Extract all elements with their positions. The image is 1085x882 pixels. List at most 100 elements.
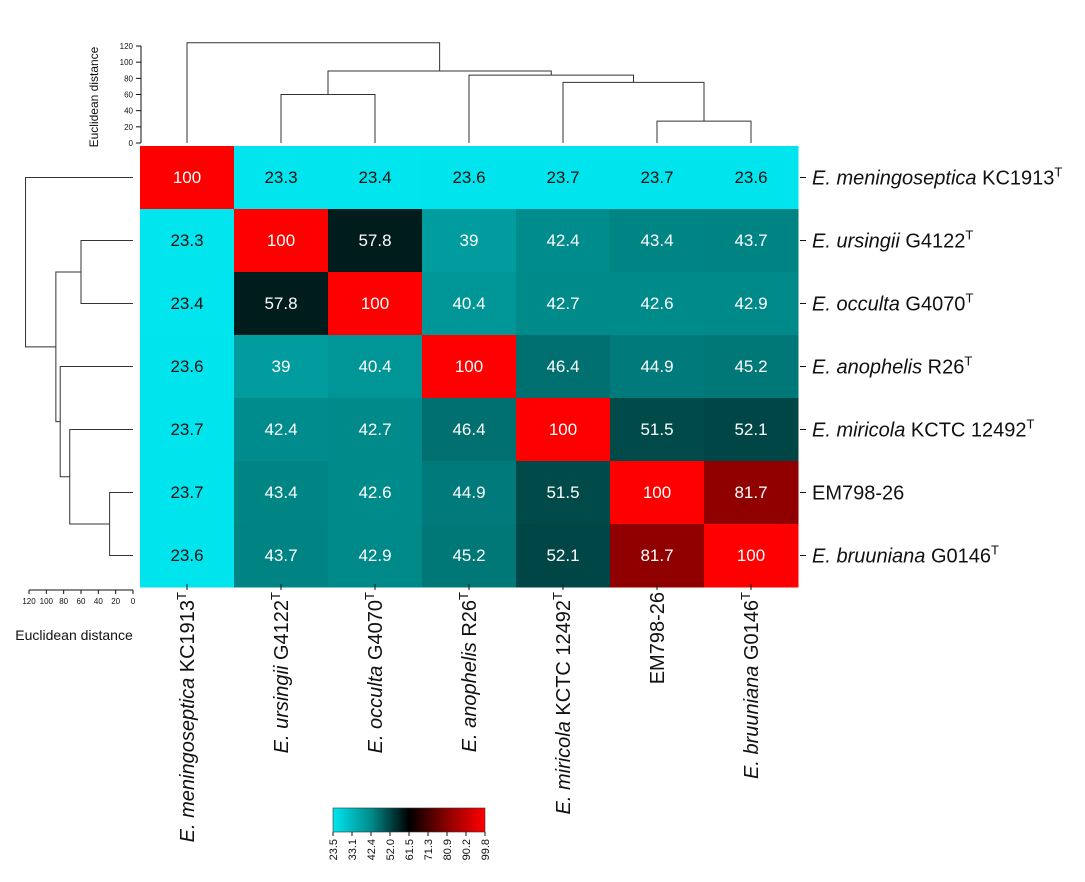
cell-value: 23.7 bbox=[170, 483, 203, 502]
cell-value: 52.1 bbox=[546, 546, 579, 565]
dendrogram-link bbox=[59, 366, 133, 478]
cell-value: 42.4 bbox=[264, 420, 297, 439]
heatmap-cell bbox=[422, 398, 517, 462]
cell-value: 100 bbox=[455, 357, 483, 376]
cell-value: 42.7 bbox=[358, 420, 391, 439]
color-scale-tick-label: 52.0 bbox=[385, 839, 397, 860]
cell-value: 43.7 bbox=[734, 231, 767, 250]
heatmap-cell bbox=[704, 146, 799, 210]
heatmap-cell bbox=[328, 209, 423, 273]
col-label: E. ursingii G4122T bbox=[268, 592, 293, 753]
dendrogram-link bbox=[562, 81, 705, 143]
heatmap-cell bbox=[234, 146, 329, 210]
heatmap-cell bbox=[516, 524, 611, 588]
cell-value: 51.5 bbox=[640, 420, 673, 439]
heatmap-cell bbox=[610, 209, 705, 273]
cell-value: 42.6 bbox=[640, 294, 673, 313]
heatmap-cell bbox=[516, 461, 611, 525]
heatmap-cell bbox=[234, 398, 329, 462]
cell-value: 40.4 bbox=[452, 294, 485, 313]
cell-value: 23.6 bbox=[170, 357, 203, 376]
cell-value: 39 bbox=[460, 231, 479, 250]
dendrogram-link bbox=[468, 74, 634, 143]
cell-value: 42.6 bbox=[358, 483, 391, 502]
heatmap-cell bbox=[516, 272, 611, 336]
heatmap-cell bbox=[610, 335, 705, 399]
heatmap-cell bbox=[516, 146, 611, 210]
cell-value: 100 bbox=[173, 168, 201, 187]
dendrogram-link bbox=[327, 70, 552, 95]
cell-value: 42.9 bbox=[358, 546, 391, 565]
top-axis-tick-label: 80 bbox=[124, 74, 133, 83]
cell-value: 43.4 bbox=[264, 483, 297, 502]
heatmap-cell bbox=[610, 461, 705, 525]
cell-value: 43.7 bbox=[264, 546, 297, 565]
cell-value: 42.7 bbox=[546, 294, 579, 313]
row-label: E. bruuniana G0146T bbox=[812, 543, 999, 568]
heatmap-cell bbox=[234, 461, 329, 525]
top-axis-tick-label: 0 bbox=[129, 139, 134, 148]
heatmap-cell bbox=[610, 398, 705, 462]
heatmap-cells bbox=[140, 146, 799, 588]
heatmap-cell bbox=[140, 335, 235, 399]
heatmap-cell bbox=[140, 398, 235, 462]
heatmap-cell bbox=[328, 461, 423, 525]
left-axis-tick-label: 120 bbox=[22, 597, 36, 606]
left-axis-title: Euclidean distance bbox=[15, 627, 133, 643]
top-axis-tick-label: 60 bbox=[124, 91, 133, 100]
row-label: EM798-26 bbox=[812, 483, 904, 505]
cell-value: 23.7 bbox=[640, 168, 673, 187]
heatmap-cell bbox=[140, 146, 235, 210]
row-labels: E. meningoseptica KC1913T E. ursingii G41… bbox=[800, 165, 1062, 568]
color-scale-tick-label: 42.4 bbox=[366, 839, 378, 860]
heatmap-cell bbox=[704, 461, 799, 525]
cell-value: 23.6 bbox=[170, 546, 203, 565]
dendrogram-link bbox=[69, 429, 133, 525]
heatmap-cell bbox=[610, 146, 705, 210]
color-scale-tick-label: 80.9 bbox=[442, 839, 454, 860]
heatmap-cell bbox=[328, 272, 423, 336]
col-label: E. occulta G4070T bbox=[362, 592, 387, 753]
heatmap-cell bbox=[704, 524, 799, 588]
cell-value: 46.4 bbox=[452, 420, 485, 439]
heatmap-cell bbox=[516, 335, 611, 399]
heatmap-cell bbox=[422, 146, 517, 210]
top-axis-tick-label: 20 bbox=[124, 123, 133, 132]
col-label: EM798-26 bbox=[647, 592, 669, 684]
heatmap-cell bbox=[516, 209, 611, 273]
color-scale-tick-label: 90.2 bbox=[461, 839, 473, 860]
cell-value: 42.9 bbox=[734, 294, 767, 313]
left-axis-tick-label: 20 bbox=[111, 597, 120, 606]
row-label: E. miricola KCTC 12492T bbox=[812, 417, 1035, 442]
column-dendrogram-axis: 120 100 80 60 40 20 0 Euclidean distance bbox=[87, 42, 142, 148]
heatmap-cell bbox=[234, 272, 329, 336]
cell-value: 81.7 bbox=[640, 546, 673, 565]
row-dendrogram bbox=[25, 177, 133, 556]
left-axis-tick-label: 100 bbox=[40, 597, 54, 606]
heatmap-cell bbox=[704, 335, 799, 399]
row-dendrogram-axis: 120 100 80 60 40 20 0 Euclidean distance bbox=[15, 589, 136, 643]
dendrogram-link bbox=[280, 94, 376, 143]
dendrogram-link bbox=[25, 177, 133, 348]
color-scale-tick-label: 61.5 bbox=[404, 839, 416, 860]
heatmap-cell bbox=[328, 146, 423, 210]
column-labels: E. meningoseptica KC1913T E. ursingii G41… bbox=[174, 584, 763, 842]
cell-value: 45.2 bbox=[734, 357, 767, 376]
heatmap-cell bbox=[234, 335, 329, 399]
dendrogram-link bbox=[109, 492, 133, 556]
cell-value: 23.7 bbox=[170, 420, 203, 439]
cell-value: 57.8 bbox=[264, 294, 297, 313]
cell-value: 44.9 bbox=[452, 483, 485, 502]
cell-value: 23.3 bbox=[170, 231, 203, 250]
column-dendrogram bbox=[186, 42, 752, 143]
cell-value: 100 bbox=[737, 546, 765, 565]
cell-value: 43.4 bbox=[640, 231, 673, 250]
cell-value: 52.1 bbox=[734, 420, 767, 439]
color-scale-tick-label: 33.1 bbox=[347, 839, 359, 860]
cell-value: 23.4 bbox=[358, 168, 391, 187]
heatmap-cell bbox=[140, 209, 235, 273]
cell-value: 100 bbox=[267, 231, 295, 250]
heatmap-cell bbox=[422, 272, 517, 336]
dendrogram-link bbox=[656, 120, 752, 143]
cell-value: 23.4 bbox=[170, 294, 203, 313]
